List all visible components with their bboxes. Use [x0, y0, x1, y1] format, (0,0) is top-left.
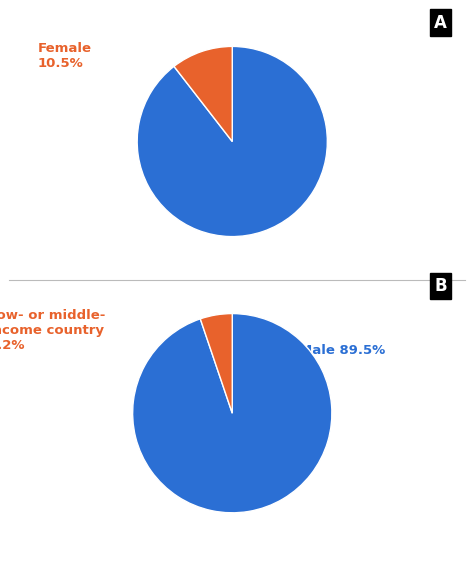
Text: A: A [434, 14, 447, 32]
Text: Male 89.5%: Male 89.5% [299, 344, 385, 357]
Wedge shape [137, 46, 328, 237]
Text: B: B [435, 277, 447, 295]
Wedge shape [174, 46, 232, 142]
Text: Female
10.5%: Female 10.5% [37, 42, 91, 70]
Wedge shape [201, 314, 232, 413]
Text: Low- or middle-
income country
5.2%: Low- or middle- income country 5.2% [0, 308, 106, 351]
Wedge shape [133, 314, 332, 513]
